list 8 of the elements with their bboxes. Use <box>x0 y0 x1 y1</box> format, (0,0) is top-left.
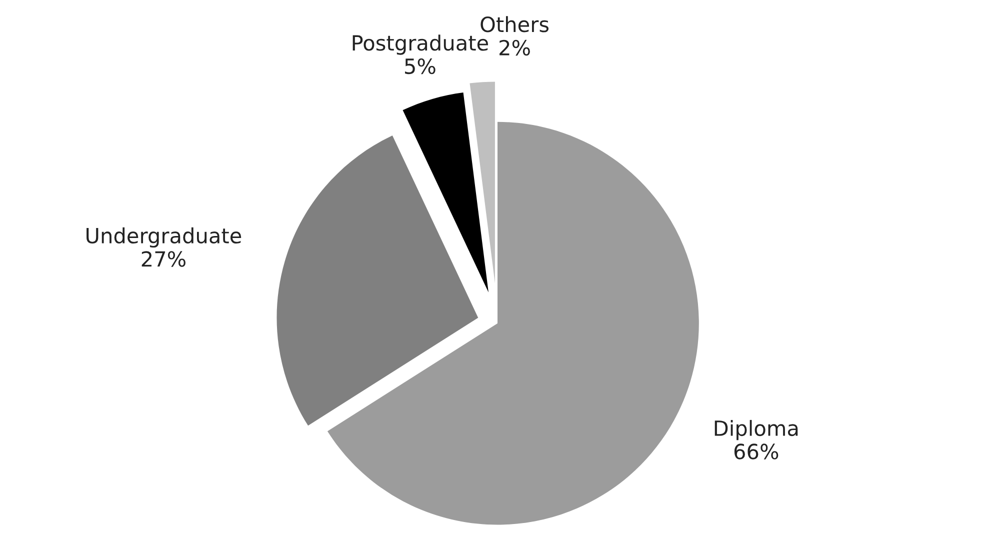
data-label: 27% <box>142 251 186 267</box>
data-label: 66% <box>734 444 778 460</box>
data-label: 2% <box>500 40 530 56</box>
slice-label: Postgraduate <box>352 34 488 55</box>
slice-label: Diploma <box>714 420 798 440</box>
slice-label: Undergraduate <box>86 227 242 248</box>
data-label: 5% <box>405 58 436 74</box>
slice-label: Others <box>480 16 549 32</box>
